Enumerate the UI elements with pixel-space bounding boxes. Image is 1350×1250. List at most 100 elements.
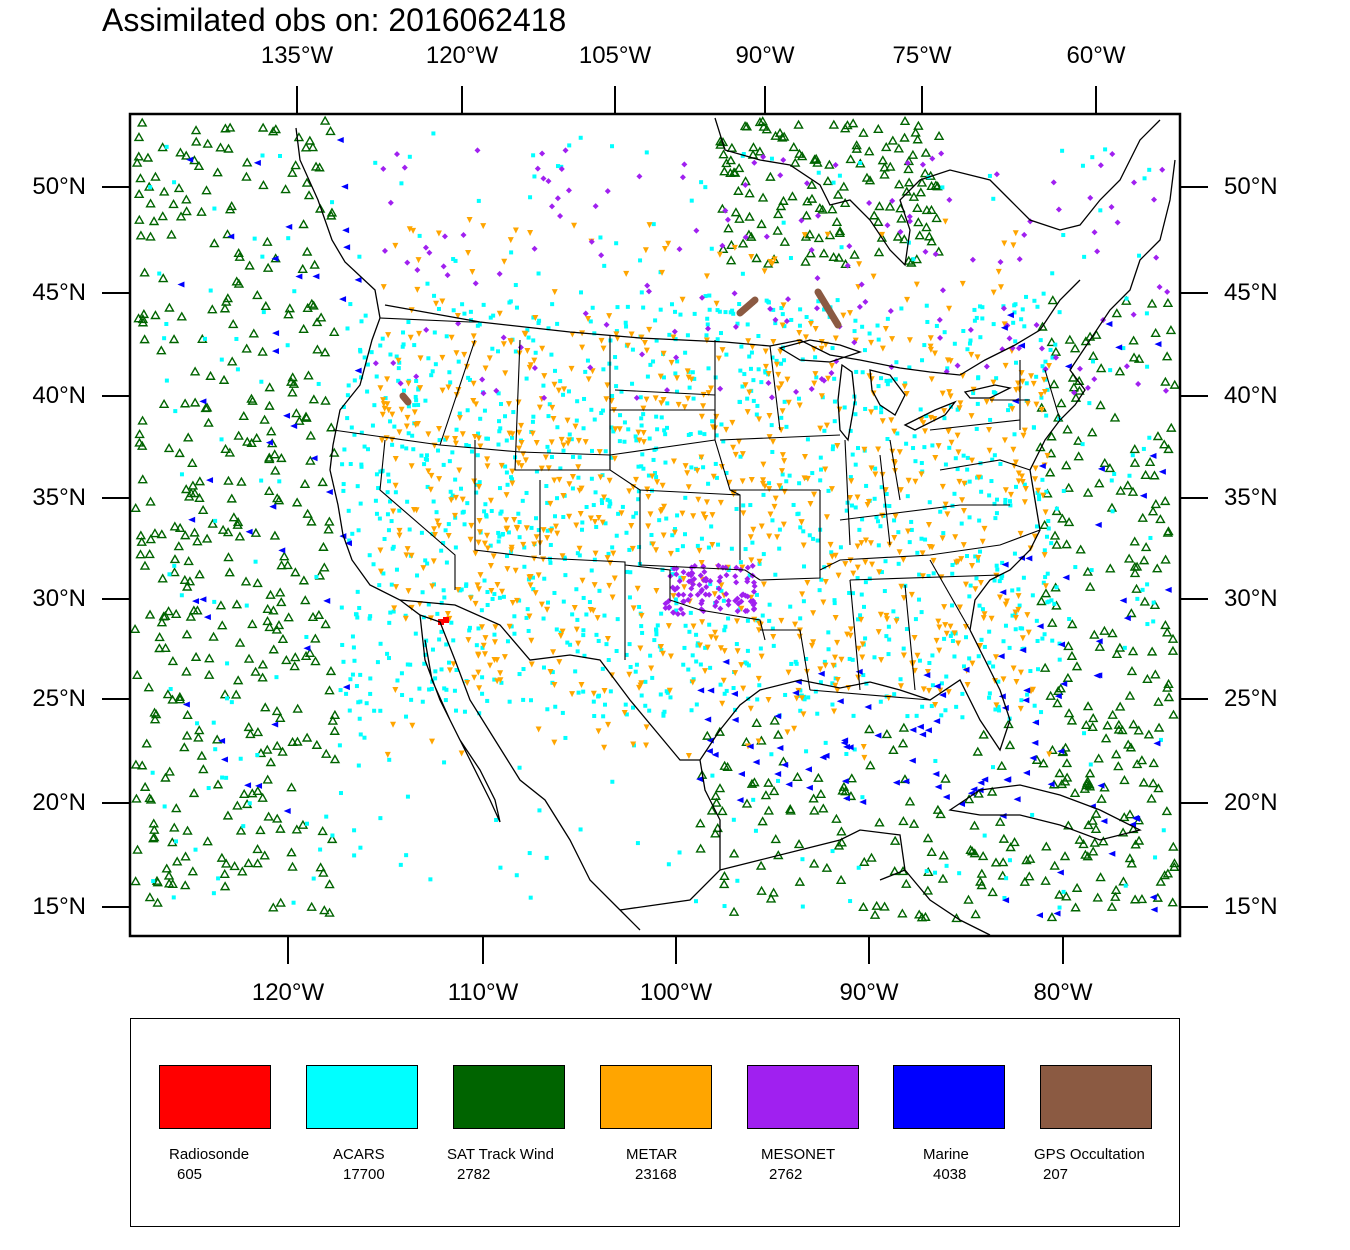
- mesonet-marker: [393, 151, 400, 158]
- metar-marker: [919, 550, 926, 557]
- bottom-tick-label: 100°W: [639, 979, 713, 1006]
- acars-marker: [787, 473, 792, 478]
- metar-marker: [855, 645, 862, 652]
- acars-marker: [407, 527, 412, 532]
- acars-marker: [503, 464, 508, 469]
- metar-marker: [595, 728, 602, 735]
- acars-marker: [1057, 905, 1062, 910]
- metar-marker: [555, 387, 562, 394]
- acars-marker: [345, 326, 350, 331]
- sat-track-wind-marker: [785, 803, 796, 814]
- acars-marker: [359, 464, 364, 469]
- acars-marker: [497, 419, 502, 424]
- acars-marker: [555, 321, 560, 326]
- sat-track-wind-marker: [903, 177, 915, 187]
- metar-marker: [731, 244, 738, 251]
- sat-track-wind-marker: [772, 209, 784, 219]
- sat-track-wind-marker: [134, 437, 145, 447]
- metar-marker: [488, 588, 495, 595]
- sat-track-wind-marker: [162, 689, 174, 699]
- metar-marker: [392, 242, 399, 249]
- sat-track-wind-marker: [150, 171, 161, 181]
- acars-marker: [885, 436, 890, 441]
- metar-marker: [892, 513, 899, 520]
- metar-marker: [478, 624, 485, 631]
- acars-marker: [643, 679, 648, 684]
- metar-marker: [653, 547, 660, 554]
- marine-marker: [1150, 906, 1158, 913]
- sat-track-wind-marker: [262, 603, 273, 614]
- metar-marker: [436, 476, 443, 483]
- sat-track-wind-marker: [770, 834, 781, 844]
- metar-marker: [548, 528, 555, 535]
- acars-marker: [858, 161, 863, 166]
- sat-track-wind-marker: [1083, 819, 1094, 830]
- acars-marker: [717, 309, 722, 314]
- sat-track-wind-marker: [273, 620, 285, 630]
- sat-track-wind-marker: [1063, 641, 1074, 651]
- acars-marker: [346, 383, 351, 388]
- marine-marker: [705, 748, 713, 755]
- sat-track-wind-marker: [194, 569, 205, 579]
- metar-marker: [551, 477, 558, 484]
- acars-marker: [761, 492, 766, 497]
- acars-marker: [798, 616, 803, 621]
- sat-track-wind-marker: [1133, 835, 1145, 845]
- acars-marker: [959, 521, 964, 526]
- acars-marker: [852, 747, 857, 752]
- sat-track-wind-marker: [233, 430, 244, 440]
- mesonet-marker: [686, 578, 693, 585]
- acars-marker: [531, 575, 536, 580]
- sat-track-wind-marker: [711, 797, 722, 807]
- metar-marker: [1002, 362, 1009, 369]
- acars-marker: [206, 786, 211, 791]
- marine-marker: [218, 737, 226, 744]
- marine-marker: [1149, 894, 1157, 901]
- acars-marker: [499, 680, 504, 685]
- marine-marker: [1023, 687, 1031, 694]
- sat-track-wind-marker: [1054, 889, 1065, 899]
- acars-marker: [722, 628, 727, 633]
- metar-marker: [594, 615, 601, 622]
- sat-track-wind-marker: [880, 141, 892, 152]
- sat-track-wind-marker: [814, 202, 826, 213]
- acars-marker: [436, 306, 441, 311]
- acars-marker: [399, 671, 404, 676]
- metar-marker: [775, 385, 782, 392]
- acars-marker: [589, 568, 594, 573]
- acars-marker: [977, 603, 982, 608]
- acars-marker: [375, 660, 380, 665]
- marine-marker: [934, 783, 942, 790]
- metar-marker: [952, 534, 959, 541]
- metar-marker: [968, 457, 975, 464]
- sat-track-wind-marker: [695, 818, 706, 828]
- acars-marker: [591, 699, 596, 704]
- metar-marker: [642, 247, 649, 254]
- sat-track-wind-marker: [180, 880, 191, 890]
- metar-marker: [858, 616, 865, 623]
- sat-track-wind-marker: [301, 246, 313, 256]
- gps-occultation-marker: [399, 392, 412, 406]
- sat-track-wind-marker: [833, 252, 845, 262]
- metar-marker: [645, 523, 652, 530]
- acars-marker: [565, 640, 570, 645]
- acars-marker: [1057, 310, 1062, 315]
- acars-marker: [286, 236, 291, 241]
- acars-marker: [1024, 294, 1029, 299]
- acars-marker: [225, 661, 230, 666]
- metar-marker: [931, 416, 938, 423]
- metar-marker: [942, 622, 949, 629]
- acars-marker: [924, 303, 929, 308]
- acars-marker: [919, 461, 924, 466]
- sat-track-wind-marker: [244, 260, 255, 270]
- metar-marker: [452, 440, 459, 447]
- metar-marker: [681, 404, 688, 411]
- acars-marker: [930, 653, 935, 658]
- right-tick-label: 30°N: [1224, 585, 1278, 612]
- acars-marker: [666, 862, 671, 867]
- acars-marker: [779, 306, 784, 311]
- acars-marker: [443, 528, 448, 533]
- acars-marker: [771, 643, 776, 648]
- marine-marker: [746, 743, 754, 750]
- marine-marker: [1062, 574, 1070, 581]
